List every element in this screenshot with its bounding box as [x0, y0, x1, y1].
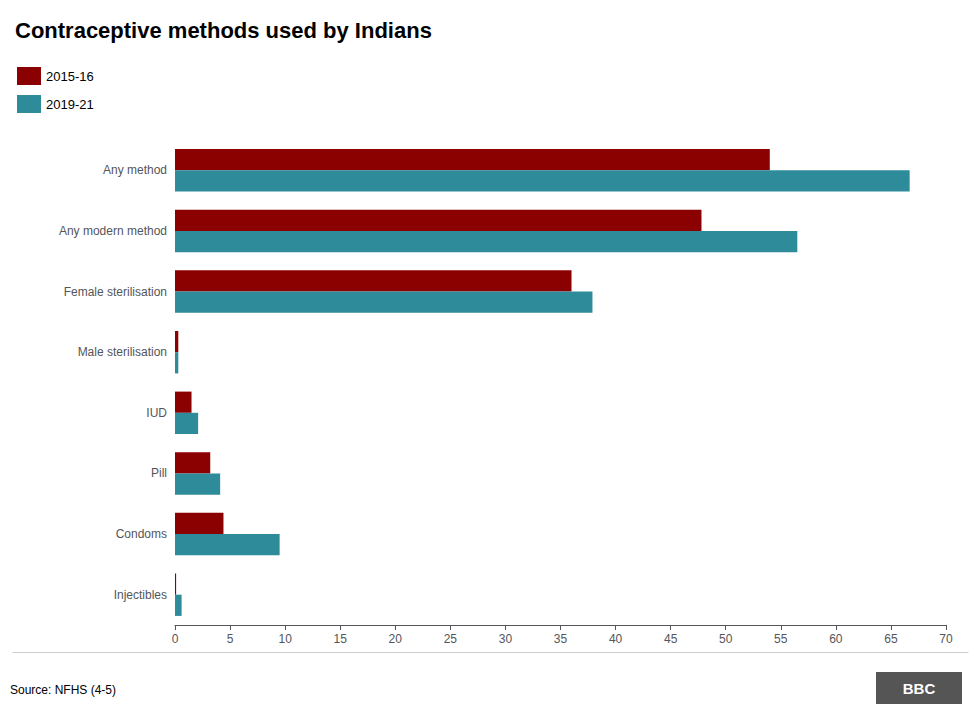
svg-text:Source: NFHS (4-5): Source: NFHS (4-5) — [10, 683, 116, 697]
svg-text:Any modern method: Any modern method — [59, 224, 167, 238]
svg-text:0: 0 — [172, 632, 179, 646]
svg-text:50: 50 — [719, 632, 733, 646]
svg-text:70: 70 — [939, 632, 953, 646]
svg-text:BBC: BBC — [903, 680, 936, 697]
svg-text:55: 55 — [774, 632, 788, 646]
svg-text:30: 30 — [499, 632, 513, 646]
svg-text:Any method: Any method — [103, 163, 167, 177]
svg-text:Contraceptive methods used by: Contraceptive methods used by Indians — [15, 18, 432, 43]
svg-text:20: 20 — [389, 632, 403, 646]
svg-text:10: 10 — [278, 632, 292, 646]
svg-text:5: 5 — [227, 632, 234, 646]
svg-text:45: 45 — [664, 632, 678, 646]
svg-text:25: 25 — [444, 632, 458, 646]
svg-text:Male sterilisation: Male sterilisation — [78, 345, 167, 359]
svg-text:15: 15 — [334, 632, 348, 646]
svg-text:60: 60 — [829, 632, 843, 646]
svg-text:40: 40 — [609, 632, 623, 646]
svg-text:65: 65 — [884, 632, 898, 646]
svg-text:IUD: IUD — [146, 406, 167, 420]
svg-text:Female sterilisation: Female sterilisation — [64, 285, 167, 299]
svg-text:Condoms: Condoms — [116, 527, 167, 541]
svg-text:35: 35 — [554, 632, 568, 646]
svg-text:Pill: Pill — [151, 466, 167, 480]
svg-text:2015-16: 2015-16 — [46, 69, 94, 84]
svg-text:2019-21: 2019-21 — [46, 97, 94, 112]
svg-text:Injectibles: Injectibles — [114, 588, 167, 602]
